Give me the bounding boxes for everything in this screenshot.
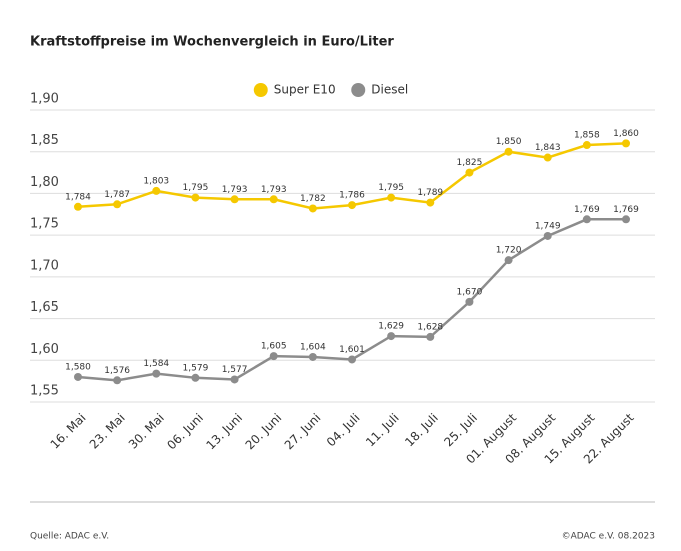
y-tick-label: 1,55 <box>30 384 59 399</box>
value-label: 1,579 <box>183 363 209 373</box>
x-tick-label: 27. Juni <box>282 411 324 453</box>
legend-label: Super E10 <box>274 83 336 97</box>
y-tick-label: 1,75 <box>30 217 59 232</box>
value-label: 1,825 <box>457 158 483 168</box>
point <box>582 141 591 150</box>
point <box>426 198 435 207</box>
value-label: 1,601 <box>339 345 365 355</box>
copyright: ©ADAC e.V. 08.2023 <box>562 532 655 542</box>
point <box>622 215 630 224</box>
point <box>543 153 552 162</box>
value-label: 1,629 <box>378 322 404 332</box>
x-tick-label: 18. Juli <box>402 411 441 450</box>
y-tick-label: 1,90 <box>30 92 59 107</box>
x-tick-label: 23. Mai <box>87 411 128 452</box>
point <box>465 168 474 177</box>
value-label: 1,786 <box>339 191 365 201</box>
y-tick-label: 1,85 <box>30 133 59 148</box>
value-label: 1,803 <box>143 176 169 186</box>
value-label: 1,795 <box>378 183 404 193</box>
value-label: 1,843 <box>535 143 561 153</box>
x-tick-label: 13. Juni <box>203 411 245 453</box>
point <box>230 375 239 384</box>
value-label: 1,720 <box>496 246 522 256</box>
value-label: 1,769 <box>574 205 600 215</box>
x-tick-label: 11. Juli <box>363 411 402 450</box>
value-label: 1,670 <box>457 287 483 297</box>
x-tick-label: 16. Mai <box>48 411 89 452</box>
value-label: 1,584 <box>143 359 169 369</box>
y-tick-label: 1,70 <box>30 258 59 273</box>
y-tick-label: 1,80 <box>30 175 59 190</box>
x-tick-label: 20. Juni <box>243 411 285 453</box>
x-tick-label: 25. Juli <box>441 411 480 450</box>
chart-title: Kraftstoffpreise im Wochenvergleich in E… <box>30 35 394 50</box>
point <box>152 369 161 378</box>
value-label: 1,782 <box>300 194 326 204</box>
value-label: 1,577 <box>222 365 248 375</box>
value-label: 1,749 <box>535 221 561 231</box>
point <box>191 373 200 382</box>
point <box>191 193 200 202</box>
point <box>269 195 278 204</box>
point <box>348 201 356 210</box>
value-label: 1,793 <box>222 185 248 195</box>
point <box>74 202 82 211</box>
value-label: 1,860 <box>613 129 639 139</box>
value-label: 1,605 <box>261 342 287 352</box>
value-label: 1,793 <box>261 185 287 195</box>
point <box>113 376 122 385</box>
value-label: 1,784 <box>65 192 91 202</box>
point <box>465 297 474 306</box>
point <box>113 200 122 209</box>
x-tick-label: 04. Juli <box>324 411 363 450</box>
y-tick-label: 1,60 <box>30 342 59 357</box>
point <box>152 186 161 195</box>
value-label: 1,628 <box>417 322 443 332</box>
legend-marker <box>253 83 268 97</box>
value-label: 1,576 <box>104 366 130 376</box>
legend-marker <box>351 83 366 97</box>
point <box>504 256 513 265</box>
point <box>74 372 82 381</box>
point <box>269 352 278 361</box>
value-label: 1,795 <box>183 183 209 193</box>
point <box>308 352 317 361</box>
point <box>543 231 552 240</box>
point <box>426 332 435 341</box>
value-label: 1,858 <box>574 131 600 141</box>
point <box>308 204 317 213</box>
x-tick-label: 06. Juni <box>164 411 206 453</box>
value-label: 1,789 <box>417 188 443 198</box>
value-label: 1,769 <box>613 205 639 215</box>
value-label: 1,787 <box>104 190 130 200</box>
value-label: 1,604 <box>300 342 326 352</box>
value-label: 1,850 <box>496 137 522 147</box>
point <box>387 332 396 341</box>
point <box>504 147 513 156</box>
point <box>348 355 356 364</box>
point <box>230 195 239 204</box>
x-tick-label: 30. Mai <box>126 411 167 452</box>
point <box>387 193 396 202</box>
value-label: 1,580 <box>65 362 91 372</box>
legend-label: Diesel <box>371 83 408 97</box>
source: Quelle: ADAC e.V. <box>30 532 109 542</box>
point <box>582 215 591 224</box>
point <box>622 139 630 148</box>
y-tick-label: 1,65 <box>30 300 59 315</box>
